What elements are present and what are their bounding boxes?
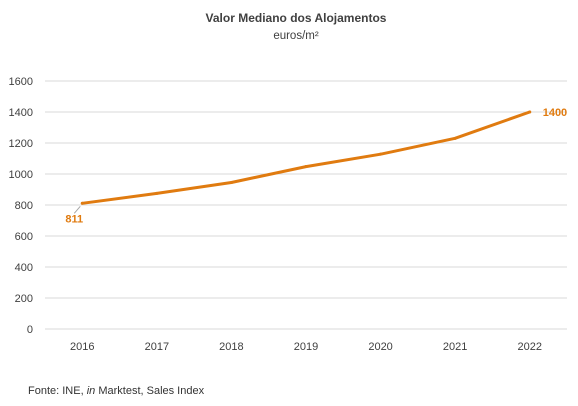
x-tick-label-2017: 2017 [145,341,169,353]
y-tick-label-1200: 1200 [9,138,33,150]
x-tick-label-2020: 2020 [368,341,392,353]
y-tick-label-400: 400 [15,262,33,274]
data-point-2021 [453,136,457,140]
x-tick-label-2022: 2022 [517,341,541,353]
y-tick-label-1600: 1600 [9,76,33,88]
leader-line-811 [73,205,81,214]
series-line-0 [80,110,532,205]
data-point-2016 [80,201,84,205]
y-tick-label-200: 200 [15,293,33,305]
data-point-2022 [528,110,532,114]
x-tick-label-2016: 2016 [70,341,94,353]
chart-title: Valor Mediano dos Alojamentos [206,11,387,25]
source-prefix: Fonte: INE, [28,385,87,397]
source-italic: in [86,385,96,397]
data-labels: 811 1400 [65,107,567,225]
data-point-2020 [379,152,383,156]
data-label-811: 811 [65,213,83,225]
data-label-1400: 1400 [543,107,567,119]
data-point-2018 [229,181,233,185]
data-point-2019 [304,165,308,169]
x-tick-label-2018: 2018 [219,341,243,353]
y-tick-label-600: 600 [15,231,33,243]
y-tick-label-1400: 1400 [9,107,33,119]
source-note: Fonte: INE, in Marktest, Sales Index [28,385,204,397]
y-tick-label-1000: 1000 [9,169,33,181]
chart-subtitle: euros/m² [273,30,319,42]
x-axis-ticks: 2016 2017 2018 2019 2020 2021 2022 [70,341,542,353]
gridlines [45,80,567,330]
y-tick-label-0: 0 [27,324,33,336]
data-point-2017 [155,191,159,195]
source-suffix: Marktest, Sales Index [95,385,205,397]
series-layer [80,110,532,205]
x-tick-label-2019: 2019 [294,341,318,353]
y-tick-label-800: 800 [15,200,33,212]
y-axis-ticks: 0 200 400 600 800 1000 1200 1400 1600 [9,76,33,336]
x-tick-label-2021: 2021 [443,341,467,353]
